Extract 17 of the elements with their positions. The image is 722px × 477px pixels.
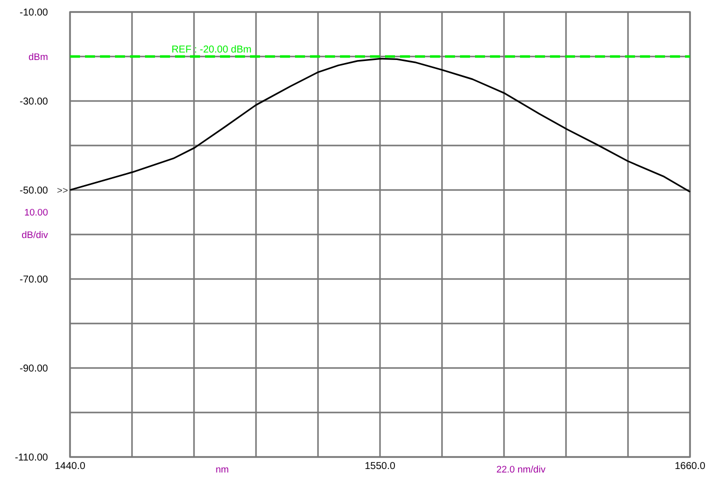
y-tick-label: -110.00: [14, 452, 48, 464]
y-tick-label: -90.00: [20, 364, 48, 374]
text: nm: [216, 464, 229, 476]
text: 22.0 nm/div: [496, 464, 546, 476]
text: dB/div: [22, 230, 48, 241]
line-series: [69, 58, 691, 193]
text: >>: [56, 185, 68, 196]
x-tick-label: 1440.0: [54, 461, 86, 472]
text: 10.00: [24, 208, 48, 219]
ref-line-label: REF : -20.00 dBm: [171, 44, 252, 56]
y-tick-label: -50.00: [20, 186, 48, 196]
text: dBm: [28, 52, 48, 63]
y-tick-label: -10.00: [20, 8, 48, 18]
x-tick-label: 1660.0: [674, 461, 706, 472]
y-tick-label: -70.00: [20, 274, 48, 286]
y-tick-label: -30.00: [20, 96, 48, 108]
x-tick-label: 1550.0: [364, 461, 396, 472]
